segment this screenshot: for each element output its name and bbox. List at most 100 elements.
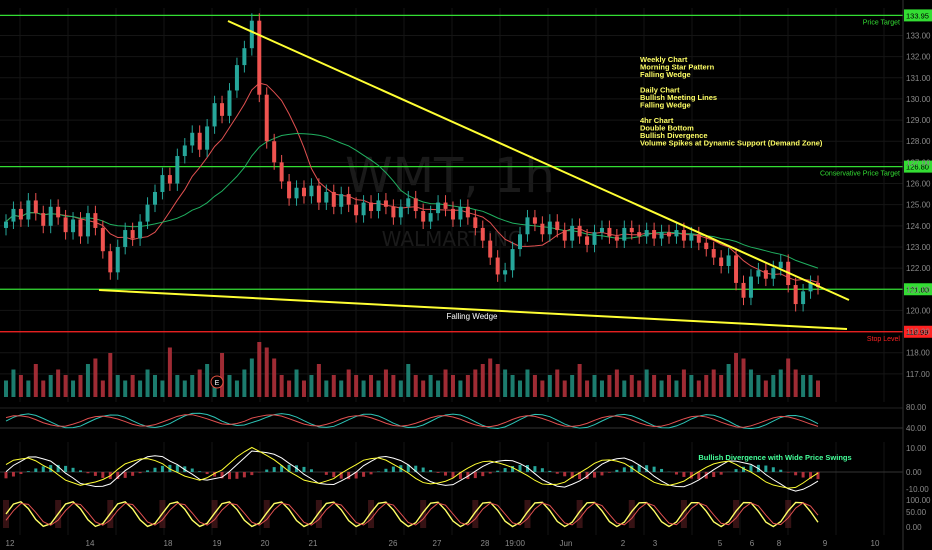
macd-histogram-bar [697,472,701,480]
candle-body [406,198,411,207]
price-axis[interactable]: 117.00 118.00 119.00 120.00 121.00 122.00 123.… [902,0,931,550]
macd-signal-line [5,446,819,489]
time-tick-label: 27 [433,539,442,548]
macd-histogram-bar [101,472,105,478]
volume-bar [704,375,709,397]
volume-bar [197,369,202,397]
candle-body [599,227,604,233]
candle-body [503,270,508,275]
macd-histogram-bar [645,465,649,472]
candle-body [689,234,694,241]
candle-body [801,291,806,305]
time-tick-label: 12 [6,539,15,548]
volume-bar [212,380,217,397]
macd-histogram-bar [570,472,574,479]
candle-body [249,20,254,49]
volume-bar [771,375,776,397]
volume-bar [145,369,150,397]
macd-histogram-bar [540,468,544,472]
volume-bar [18,375,23,397]
candle-body [33,200,38,214]
volume-bar [160,380,165,397]
time-tick-label: 20 [261,539,270,548]
macd-histogram-bar [56,464,60,472]
volume-bar [48,375,53,397]
candle-body [421,211,426,222]
macd-histogram-bar [287,464,291,472]
volume-bar [346,369,351,397]
candle-body [242,48,247,66]
candle-body [182,145,187,157]
symbol-watermark: WMT, 1h [345,148,555,204]
macd-histogram-bar [146,470,150,472]
candle-body [473,217,478,228]
macd-histogram-bar [496,470,500,472]
time-tick-label: 2 [621,539,626,548]
price-tick-label: 120.00 [906,306,931,315]
candle-body [443,202,448,209]
candle-body [592,232,597,245]
macd-histogram-bar [71,467,75,472]
macd-histogram-bar [168,464,172,472]
time-tick-label: 14 [86,539,95,548]
svg-text:E: E [215,380,220,387]
volume-bar [510,375,515,397]
macd-histogram-bar [280,465,284,472]
candle-body [637,232,642,237]
macd-histogram-bar [354,472,358,479]
volume-bar [123,380,128,397]
volume-bar [182,380,187,397]
volume-bar [78,375,83,397]
macd-histogram-bar [362,472,366,477]
volume-bar [413,375,418,397]
candle-body [659,232,664,239]
macd-histogram-bar [764,465,768,472]
stochastic-panel: 100.00 50.00 0.00 [3,496,931,532]
price-tick-label: 118.00 [906,349,930,358]
macd-histogram-bar [332,472,336,478]
macd-histogram-bar [414,465,418,472]
volume-bar [518,380,523,397]
candle-body [607,227,612,237]
time-tick-label: 8 [777,539,782,548]
candle-body [778,261,783,269]
time-tick-label: 3 [653,539,658,548]
volume-bar [614,369,619,397]
candle-body [301,187,306,197]
volume-bar [115,375,120,397]
candle-body [696,234,701,243]
earnings-event-marker[interactable]: E [210,375,224,389]
wedge-upper-line [227,20,850,301]
volume-bar [756,375,761,397]
macd-histogram-bar [548,470,552,472]
time-tick-label: 26 [389,539,398,548]
candle-body [85,213,90,237]
wedge-lower-line [98,289,848,330]
volume-bar [726,364,731,397]
note-line: Weekly Chart [640,55,688,64]
time-axis[interactable]: 12 14 18 19 20 21 26 27 28 19:00 Jun 2 3 5 6 8 9 10 [6,539,880,548]
candle-body [175,156,180,184]
candle-body [100,227,105,252]
price-tick-label: 128.00 [906,137,931,146]
macd-histogram-bar [250,472,254,476]
volume-bar [592,375,597,397]
candle-body [726,255,731,266]
candle-body [510,249,515,271]
candle-body [272,141,277,163]
price-tick-label: 129.00 [906,116,931,125]
volume-bar [816,380,820,397]
candle-body [465,206,470,218]
note-line: Morning Star Pattern [640,63,715,72]
macd-histogram-bar [339,472,343,479]
macd-histogram-bar [637,464,641,472]
candle-body [644,230,649,237]
candle-body [197,132,202,150]
volume-bar [763,380,768,397]
candle-body [570,225,575,241]
volume-bar [279,375,284,397]
candle-body [525,217,530,235]
volume-bar [562,380,567,397]
price-tick-label: 122.00 [906,264,931,273]
